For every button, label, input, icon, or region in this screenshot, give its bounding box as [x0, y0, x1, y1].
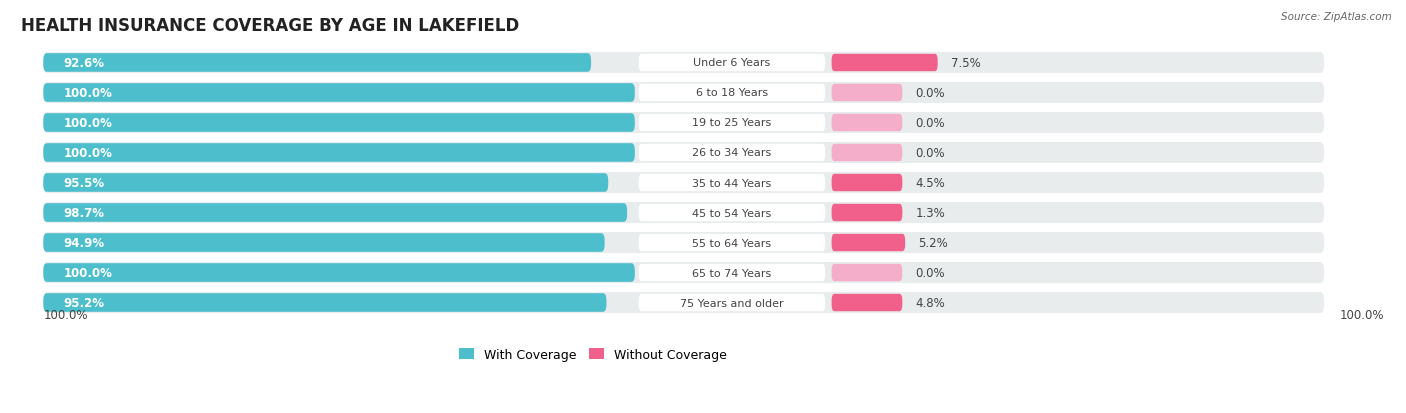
Text: Source: ZipAtlas.com: Source: ZipAtlas.com: [1281, 12, 1392, 22]
FancyBboxPatch shape: [44, 173, 1324, 194]
FancyBboxPatch shape: [44, 54, 591, 73]
FancyBboxPatch shape: [44, 234, 605, 252]
FancyBboxPatch shape: [831, 294, 903, 311]
Text: 45 to 54 Years: 45 to 54 Years: [692, 208, 772, 218]
FancyBboxPatch shape: [638, 55, 825, 72]
FancyBboxPatch shape: [44, 294, 606, 312]
Text: 1.3%: 1.3%: [915, 206, 945, 219]
FancyBboxPatch shape: [638, 85, 825, 102]
Text: 98.7%: 98.7%: [63, 206, 105, 219]
FancyBboxPatch shape: [831, 234, 905, 252]
FancyBboxPatch shape: [831, 204, 903, 222]
FancyBboxPatch shape: [638, 264, 825, 282]
FancyBboxPatch shape: [831, 114, 903, 132]
Text: 100.0%: 100.0%: [63, 87, 112, 100]
FancyBboxPatch shape: [44, 174, 609, 192]
Text: Under 6 Years: Under 6 Years: [693, 58, 770, 68]
FancyBboxPatch shape: [44, 204, 627, 222]
Text: 100.0%: 100.0%: [63, 266, 112, 279]
Text: 4.8%: 4.8%: [915, 296, 945, 309]
FancyBboxPatch shape: [638, 114, 825, 132]
Text: 100.0%: 100.0%: [63, 117, 112, 130]
FancyBboxPatch shape: [638, 294, 825, 311]
Text: 100.0%: 100.0%: [44, 309, 87, 321]
FancyBboxPatch shape: [638, 234, 825, 252]
Text: 0.0%: 0.0%: [915, 117, 945, 130]
Text: 5.2%: 5.2%: [918, 237, 948, 249]
Legend: With Coverage, Without Coverage: With Coverage, Without Coverage: [454, 343, 733, 366]
Text: 4.5%: 4.5%: [915, 177, 945, 190]
Text: 100.0%: 100.0%: [1340, 309, 1385, 321]
FancyBboxPatch shape: [831, 55, 938, 72]
FancyBboxPatch shape: [638, 145, 825, 162]
Text: 100.0%: 100.0%: [63, 147, 112, 159]
Text: 75 Years and older: 75 Years and older: [681, 298, 783, 308]
FancyBboxPatch shape: [831, 264, 903, 282]
Text: HEALTH INSURANCE COVERAGE BY AGE IN LAKEFIELD: HEALTH INSURANCE COVERAGE BY AGE IN LAKE…: [21, 17, 519, 34]
FancyBboxPatch shape: [44, 114, 636, 133]
Text: 95.2%: 95.2%: [63, 296, 105, 309]
FancyBboxPatch shape: [831, 145, 903, 162]
Text: 55 to 64 Years: 55 to 64 Years: [692, 238, 772, 248]
FancyBboxPatch shape: [638, 174, 825, 192]
FancyBboxPatch shape: [44, 262, 1324, 283]
Text: 0.0%: 0.0%: [915, 147, 945, 159]
FancyBboxPatch shape: [44, 84, 636, 102]
FancyBboxPatch shape: [44, 292, 1324, 313]
FancyBboxPatch shape: [44, 233, 1324, 254]
Text: 92.6%: 92.6%: [63, 57, 105, 70]
Text: 6 to 18 Years: 6 to 18 Years: [696, 88, 768, 98]
FancyBboxPatch shape: [44, 83, 1324, 104]
Text: 95.5%: 95.5%: [63, 177, 105, 190]
Text: 19 to 25 Years: 19 to 25 Years: [692, 118, 772, 128]
FancyBboxPatch shape: [831, 85, 903, 102]
FancyBboxPatch shape: [831, 174, 903, 192]
FancyBboxPatch shape: [44, 144, 636, 162]
FancyBboxPatch shape: [44, 202, 1324, 223]
FancyBboxPatch shape: [44, 142, 1324, 164]
Text: 94.9%: 94.9%: [63, 237, 105, 249]
Text: 65 to 74 Years: 65 to 74 Years: [692, 268, 772, 278]
FancyBboxPatch shape: [44, 53, 1324, 74]
Text: 26 to 34 Years: 26 to 34 Years: [692, 148, 772, 158]
FancyBboxPatch shape: [44, 263, 636, 282]
Text: 7.5%: 7.5%: [950, 57, 980, 70]
Text: 35 to 44 Years: 35 to 44 Years: [692, 178, 772, 188]
Text: 0.0%: 0.0%: [915, 87, 945, 100]
FancyBboxPatch shape: [638, 204, 825, 222]
Text: 0.0%: 0.0%: [915, 266, 945, 279]
FancyBboxPatch shape: [44, 113, 1324, 134]
